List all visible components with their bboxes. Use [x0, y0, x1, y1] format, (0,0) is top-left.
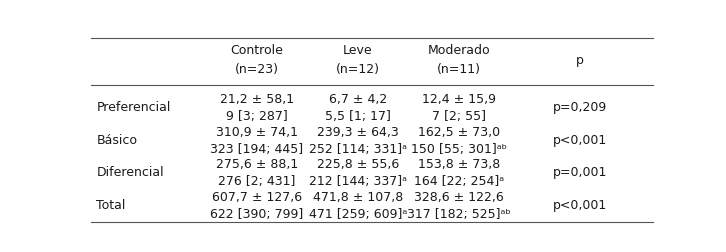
Text: (n=12): (n=12) — [336, 62, 380, 76]
Text: p<0,001: p<0,001 — [553, 134, 608, 147]
Text: Preferencial: Preferencial — [97, 101, 171, 114]
Text: 6,7 ± 4,2
5,5 [1; 17]: 6,7 ± 4,2 5,5 [1; 17] — [325, 93, 391, 123]
Text: 12,4 ± 15,9
7 [2; 55]: 12,4 ± 15,9 7 [2; 55] — [423, 93, 497, 123]
Text: 275,6 ± 88,1
276 [2; 431]: 275,6 ± 88,1 276 [2; 431] — [216, 158, 298, 188]
Text: Básico: Básico — [97, 134, 137, 147]
Text: Moderado: Moderado — [428, 44, 491, 57]
Text: p=0,209: p=0,209 — [553, 101, 608, 114]
Text: (n=23): (n=23) — [234, 62, 279, 76]
Text: 310,9 ± 74,1
323 [194; 445]: 310,9 ± 74,1 323 [194; 445] — [210, 126, 303, 156]
Text: 162,5 ± 73,0
150 [55; 301]ᵃᵇ: 162,5 ± 73,0 150 [55; 301]ᵃᵇ — [412, 126, 507, 156]
Text: 153,8 ± 73,8
164 [22; 254]ᵃ: 153,8 ± 73,8 164 [22; 254]ᵃ — [415, 158, 505, 188]
Text: 225,8 ± 55,6
212 [144; 337]ᵃ: 225,8 ± 55,6 212 [144; 337]ᵃ — [309, 158, 407, 188]
Text: 21,2 ± 58,1
9 [3; 287]: 21,2 ± 58,1 9 [3; 287] — [220, 93, 294, 123]
Text: p=0,001: p=0,001 — [553, 166, 608, 179]
Text: 328,6 ± 122,6
317 [182; 525]ᵃᵇ: 328,6 ± 122,6 317 [182; 525]ᵃᵇ — [407, 191, 511, 221]
Text: p<0,001: p<0,001 — [553, 199, 608, 212]
Text: 607,7 ± 127,6
622 [390; 799]: 607,7 ± 127,6 622 [390; 799] — [210, 191, 303, 221]
Text: Total: Total — [97, 199, 126, 212]
Text: Leve: Leve — [343, 44, 373, 57]
Text: p: p — [576, 54, 584, 67]
Text: 471,8 ± 107,8
471 [259; 609]ᵃ: 471,8 ± 107,8 471 [259; 609]ᵃ — [309, 191, 407, 221]
Text: (n=11): (n=11) — [437, 62, 481, 76]
Text: Diferencial: Diferencial — [97, 166, 164, 179]
Text: Controle: Controle — [230, 44, 283, 57]
Text: 239,3 ± 64,3
252 [114; 331]ᵃ: 239,3 ± 64,3 252 [114; 331]ᵃ — [309, 126, 407, 156]
